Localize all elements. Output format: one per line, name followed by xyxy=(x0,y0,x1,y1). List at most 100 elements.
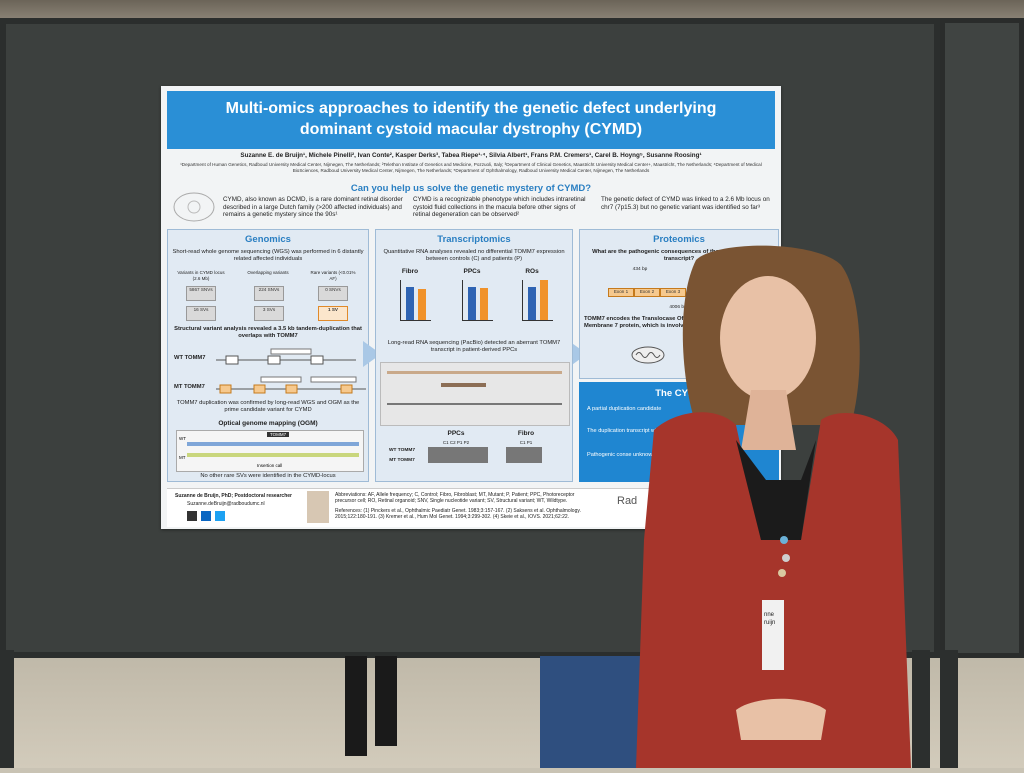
bar-control xyxy=(406,287,414,320)
badge-name: nne xyxy=(764,612,775,618)
panel-text: Short-read whole genome sequencing (WGS)… xyxy=(172,249,364,262)
summary-bullet: Pathogenic conse unknown and xyxy=(587,452,667,458)
bar-patient xyxy=(418,289,426,320)
insertion-call: Insertion call xyxy=(257,463,283,468)
exon: Exon 2 xyxy=(634,288,660,297)
sv-count-highlight: 1 SV xyxy=(318,306,348,321)
ogm-wt-label: WT xyxy=(179,436,186,441)
board-leg xyxy=(912,650,930,768)
summary-title: The CYMD xyxy=(655,388,703,399)
poster-question: Can you help us solve the genetic myster… xyxy=(350,183,592,194)
background-person-leg xyxy=(375,656,397,746)
intro-text: CYMD is a recognizable phenotype which i… xyxy=(413,196,586,218)
background-person-leg xyxy=(345,656,367,756)
chart-title: PPCs xyxy=(463,268,481,275)
exon: Exon 3 xyxy=(660,288,686,297)
chart-title: Fibro xyxy=(401,268,419,275)
gel-image xyxy=(428,447,488,463)
poster-title: Multi-omics approaches to identify the g… xyxy=(167,91,775,149)
snv-count: 5867 SNVs xyxy=(186,286,216,301)
mitochondrion-icon xyxy=(630,345,666,365)
bar-control xyxy=(468,287,476,320)
gel-lanes: C1 C2 P1 P2 xyxy=(442,440,470,445)
ogm-gene-label: TOMM7 xyxy=(267,432,290,437)
intro-text: CYMD, also known as DCMD, is a rare domi… xyxy=(223,196,403,218)
expression-chart xyxy=(400,280,431,321)
references: References: (1) Pinckers et al., Ophthal… xyxy=(335,508,581,520)
bar-patient xyxy=(480,288,488,320)
presenter-email: Suzanne.deBruijn@radboudumc.nl xyxy=(187,501,265,507)
intro-text: The genetic defect of CYMD was linked to… xyxy=(601,196,770,211)
panel-text: Long-read RNA sequencing (PacBio) detect… xyxy=(387,340,561,353)
title-line: Multi-omics approaches to identify the g… xyxy=(225,100,717,117)
snv-count: 224 SNVs xyxy=(254,286,284,301)
panel-title: Proteomics xyxy=(653,234,705,245)
board-leg xyxy=(0,650,14,768)
genomics-panel: Genomics Short-read whole genome sequenc… xyxy=(167,229,369,482)
name-badge xyxy=(762,600,784,670)
background-person-jeans xyxy=(540,656,655,768)
board-leg xyxy=(940,650,958,768)
gel-row-label: MT TOMM7 xyxy=(389,458,415,463)
poster-authors: Suzanne E. de Bruijn¹, Michele Pinelli²,… xyxy=(240,152,702,159)
summary-bullet: A partial duplication candidate xyxy=(587,406,662,412)
presenter-name: Suzanne de Bruijn, PhD; Postdoctoral res… xyxy=(175,493,292,499)
expression-chart xyxy=(462,280,493,321)
abbreviations: Abbreviations: AF, Allele frequency; C, … xyxy=(335,492,575,504)
panel-title: Transcriptomics xyxy=(437,234,511,245)
linkedin-icon xyxy=(201,511,211,521)
ogm-mt-track xyxy=(187,453,359,457)
gel-title: Fibro xyxy=(517,430,535,437)
read-track xyxy=(387,403,562,405)
poster-board-right xyxy=(940,18,1024,658)
person-figure xyxy=(636,245,911,768)
gel-image xyxy=(506,447,542,463)
mt-gene-diagram xyxy=(216,375,366,395)
bp-label: 434 bp xyxy=(632,267,648,272)
panel-title: Genomics xyxy=(245,234,291,245)
exon: Exon 1 xyxy=(608,288,634,297)
panel-text: TOMM7 duplication was confirmed by long-… xyxy=(176,400,360,413)
summary-bullet: The duplication transcript which xyxy=(587,428,666,434)
bar-control xyxy=(528,287,536,320)
chart-title: ROs xyxy=(525,268,539,275)
radboud-logo: Rad xyxy=(617,495,638,507)
panel-text: TOMM7 encodes the Translocase Of Outer M… xyxy=(584,316,701,329)
wt-label: WT TOMM7 xyxy=(174,355,206,361)
gel-title: PPCs xyxy=(447,430,465,437)
read-track xyxy=(441,383,486,387)
wt-gene-diagram xyxy=(216,348,356,366)
poster-affiliations: ¹Department of Human Genetics, Radboud U… xyxy=(180,162,762,173)
presenter-photo xyxy=(307,491,329,523)
sv-count: 16 SVs xyxy=(186,306,216,321)
mt-label: MT TOMM7 xyxy=(174,384,205,390)
ogm-wt-track xyxy=(187,442,359,446)
transcriptomics-panel: Transcriptomics Quantitative RNA analyse… xyxy=(375,229,573,482)
ogm-title: Optical genome mapping (OGM) xyxy=(218,420,318,427)
expression-chart xyxy=(522,280,553,321)
presenter-person: nne ruijn xyxy=(636,240,916,768)
sv-count: 3 SVs xyxy=(254,306,284,321)
eye-illustration xyxy=(169,188,219,226)
column-label: Rare variants (<0.01% AF) xyxy=(310,270,356,281)
read-track xyxy=(387,371,562,374)
panel-text: What are the pathogenic consequences of … xyxy=(592,249,766,262)
panel-text: Structural variant analysis revealed a 3… xyxy=(174,326,362,339)
bar-patient xyxy=(540,280,548,320)
ogm-mt-label: MT xyxy=(179,455,186,460)
snv-count: 0 SNVs xyxy=(318,286,348,301)
column-label: Variants in CYMD locus (2.6 Mb) xyxy=(177,270,225,281)
panel-text: No other rare SVs were identified in the… xyxy=(200,473,336,479)
column-label: Overlapping variants xyxy=(247,270,289,275)
twitter-icon xyxy=(215,511,225,521)
bp-label: 4006 bp xyxy=(669,305,687,310)
panel-text: Quantitative RNA analyses revealed no di… xyxy=(383,249,565,262)
gel-row-label: WT TOMM7 xyxy=(388,448,416,453)
badge-name: ruijn xyxy=(764,620,776,626)
ceiling xyxy=(0,0,1024,22)
qr-code-icon xyxy=(187,511,197,521)
title-line: dominant cystoid macular dystrophy (CYMD… xyxy=(299,121,643,138)
pacbio-figure xyxy=(380,362,570,426)
ogm-figure: TOMM7 WT MT Insertion call xyxy=(176,430,364,472)
gel-lanes: C1 P1 xyxy=(519,440,533,445)
